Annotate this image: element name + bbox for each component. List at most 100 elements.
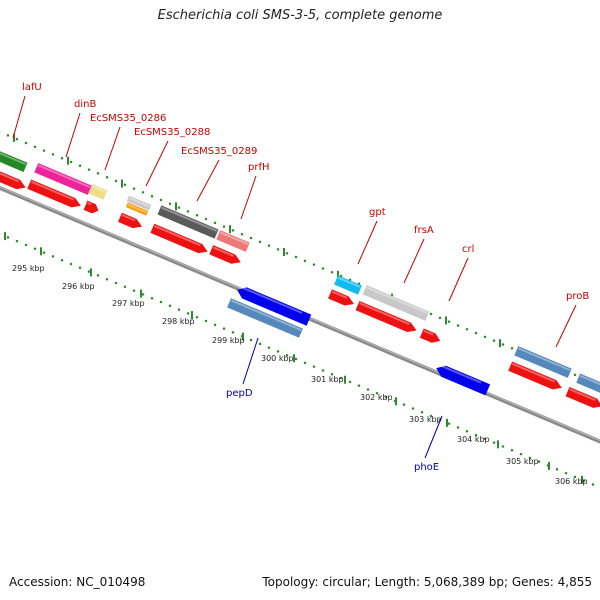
rail-dot [159,300,163,304]
gene-highlight [92,185,107,193]
gene-block-EcSMS35_0288 [125,202,149,216]
rail-dot [465,328,469,331]
rail-dot [312,365,316,368]
rail-dot [231,229,235,232]
gene-block-EcSMS35_0287 [126,195,152,211]
gene-highlight [511,362,556,383]
gene-leader-line [196,159,220,202]
rail-dot [564,471,568,475]
gene-highlight [219,231,249,245]
rail-dot [285,251,289,255]
map-layer: 295 kbp 296 kbp 297 kbp 298 kbp 299 kbp 300 k… [0,82,600,486]
kbp-tick-label: 302 kbp [360,393,393,402]
gene-highlight [230,299,302,331]
rail-dot [51,153,55,156]
rail-dot [294,255,298,259]
cds-arrow [150,223,208,254]
rail-dot [132,289,136,292]
rail-dot [537,460,541,463]
gene-block-pepD-upper [237,285,312,326]
gene-label: EcSMS35_0288 [134,127,210,138]
gene-label: lafU [22,82,42,93]
rail-dot [42,251,46,254]
rail-dot [204,217,208,221]
gene-shape [88,184,108,200]
gene-shape [0,169,26,190]
rail-dot [240,232,244,236]
rail-dot [150,296,154,300]
gene-shape [355,300,417,332]
rail-dot [384,395,388,399]
gene-highlight [239,285,303,314]
gene-label: frsA [414,225,434,236]
gene-block-pepD [227,298,303,338]
rail-dot [456,324,460,327]
rail-dot [276,248,280,251]
rail-dot [87,270,91,273]
rail-dot [285,353,289,357]
rail-dot [186,312,190,315]
rail-dot [78,266,82,270]
rail-dot [483,437,487,441]
upper-tick-rail [0,130,595,384]
rail-dot [15,137,19,141]
rail-dot [114,281,118,285]
rail-dot [114,179,118,183]
gene-shape [157,205,219,239]
gene-shape [126,195,152,211]
gene-highlight [37,164,91,189]
kbp-tick-label: 299 kbp [212,336,245,345]
gene-shape [576,373,600,395]
gene-shape [508,361,562,390]
gene-shape [0,148,28,172]
gene-shape [83,200,99,214]
rail-dot [447,422,451,425]
gene-shape [514,346,572,378]
rail-dot [492,339,496,342]
rail-dot [357,384,361,387]
rail-dot [24,243,28,247]
genome-summary-text: Topology: circular; Length: 5,068,389 bp… [262,575,592,589]
rail-dot [33,247,37,251]
rail-dot [573,373,577,377]
gene-highlight [30,180,75,201]
rail-dot [474,331,478,335]
kbp-tick-label: 306 kbp [555,477,588,486]
rail-dot [150,194,154,198]
gene-shape [419,328,441,343]
gene-highlight [337,276,361,288]
rail-dot [429,312,433,316]
gene-label: pepD [226,388,253,399]
gene-highlight [0,149,27,166]
gene-shape [436,365,491,396]
gene-highlight [128,196,150,208]
gene-highlight [212,246,235,257]
rail-dot [213,323,217,327]
rail-dot [420,411,424,414]
gene-block-proB-b [576,373,600,395]
rail-dot [96,274,100,277]
rail-dot [213,221,217,225]
rail-dot [132,187,136,190]
rail-dot [60,258,64,262]
gene-leader-line [12,95,26,139]
rail-dot [510,449,514,452]
rail-dot [465,430,469,433]
cds-arrow [27,179,81,208]
rail-dot [42,149,46,152]
rail-dot [249,236,253,240]
gene-highlight [87,201,92,206]
rail-dot [510,347,514,350]
rail-dot [33,145,37,149]
rail-dot [591,483,595,486]
rail-dot [474,433,478,437]
gene-highlight [438,363,482,384]
gene-shape [150,223,208,254]
cds-arrow [328,289,354,306]
gene-shape [362,285,430,321]
rail-dot [402,403,406,406]
rail-dot [168,202,172,206]
rail-dot [96,172,100,175]
rail-dot [258,342,262,346]
